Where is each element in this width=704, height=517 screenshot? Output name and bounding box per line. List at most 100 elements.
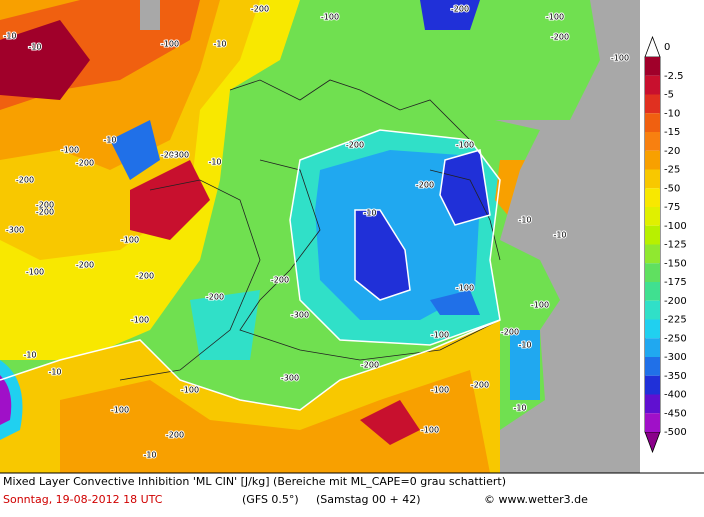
contour-label: -100 <box>131 316 149 325</box>
contour-label: -200 <box>76 261 94 270</box>
colorbar-label: -175 <box>664 277 687 288</box>
colorbar-swatch <box>645 207 660 226</box>
colorbar-label: -50 <box>664 183 680 194</box>
contour-label: -100 <box>456 284 474 293</box>
contour-label: -200 <box>451 5 469 14</box>
colorbar-swatch <box>645 375 660 395</box>
contour-label: -10 <box>213 40 226 49</box>
footer-title: Mixed Layer Convective Inhibition 'ML CI… <box>3 475 506 488</box>
colorbar-label: -225 <box>664 315 687 326</box>
contour-label: -100 <box>61 146 79 155</box>
contour-label: -10 <box>3 32 16 41</box>
footer-run: (Samstag 00 + 42) <box>316 493 421 506</box>
contour-label: -10 <box>513 404 526 413</box>
colorbar-label: -400 <box>664 390 687 401</box>
colorbar-label: -450 <box>664 408 687 419</box>
colorbar-label: 0 <box>664 42 670 53</box>
colorbar-swatch <box>645 57 660 76</box>
contour-label: -10 <box>48 368 61 377</box>
contour-label: -200 <box>416 181 434 190</box>
contour-label: -10 <box>143 451 156 460</box>
colorbar-label: -15 <box>664 127 680 138</box>
footer-model: (GFS 0.5°) <box>242 493 299 506</box>
contour-label: -100 <box>531 301 549 310</box>
contour-label: -100 <box>181 386 199 395</box>
colorbar-label: -350 <box>664 371 687 382</box>
colorbar-swatch <box>645 244 660 264</box>
colorbar-label: -200 <box>664 296 687 307</box>
contour-label: -200 <box>551 33 569 42</box>
contour-label: -300 <box>281 374 299 383</box>
contour-label: -100 <box>421 426 439 435</box>
contour-label: -100 <box>431 331 449 340</box>
contour-label: -10 <box>23 351 36 360</box>
contour-label: -200 <box>161 151 179 160</box>
contour-label: -200 <box>206 293 224 302</box>
contour-label: -100 <box>111 406 129 415</box>
colorbar-label: -250 <box>664 333 687 344</box>
contour-label: -100 <box>26 268 44 277</box>
map <box>0 0 640 473</box>
colorbar-label: -5 <box>664 90 674 101</box>
colorbar-swatch <box>645 188 660 207</box>
colorbar-swatch <box>645 94 660 114</box>
contour-label: -200 <box>271 276 289 285</box>
contour-label: -10 <box>28 43 41 52</box>
contour-label: -200 <box>346 141 364 150</box>
contour-label: -200 <box>36 208 54 217</box>
colorbar-label: -25 <box>664 165 680 176</box>
colorbar-swatch <box>645 394 660 414</box>
colorbar-swatch <box>645 357 660 376</box>
colorbar-label: -300 <box>664 352 687 363</box>
colorbar-swatch <box>645 338 660 357</box>
colorbar-label: -20 <box>664 146 680 157</box>
contour-label: -200 <box>36 201 54 210</box>
colorbar-top <box>644 35 661 58</box>
colorbar-swatch <box>645 169 660 189</box>
colorbar-label: -75 <box>664 202 680 213</box>
colorbar-swatch <box>645 75 660 95</box>
contour-labels: -10 -10 -100 -10 -200 -100 -200 -100 -100 -200 -10… <box>2 4 630 461</box>
colorbar-swatch <box>645 282 660 301</box>
contour-label: -200 <box>361 361 379 370</box>
colorbar-bottom <box>644 431 661 454</box>
contour-label: -300 <box>171 151 189 160</box>
contour-label: -200 <box>471 381 489 390</box>
contour-label: -100 <box>456 141 474 150</box>
colorbar-label: -500 <box>664 427 687 438</box>
contour-label: -200 <box>166 431 184 440</box>
contour-label: -200 <box>16 176 34 185</box>
colorbar-label: -125 <box>664 240 687 251</box>
contour-label: -200 <box>136 272 154 281</box>
colorbar-swatch <box>645 413 660 432</box>
contour-label: -10 <box>553 231 566 240</box>
contour-label: -200 <box>76 159 94 168</box>
colorbar-swatch <box>645 263 660 282</box>
colorbar-label: -100 <box>664 221 687 232</box>
contour-label: -100 <box>546 13 564 22</box>
contour-label: -100 <box>611 54 629 63</box>
colorbar-swatch <box>645 113 660 132</box>
colorbar-label: -10 <box>664 108 680 119</box>
contour-label: -10 <box>518 341 531 350</box>
colorbar-label: -2.5 <box>664 71 684 82</box>
colorbar-swatch <box>645 319 660 339</box>
contour-label: -100 <box>321 13 339 22</box>
contour-label: -10 <box>103 136 116 145</box>
contour-label: -10 <box>518 216 531 225</box>
colorbar-swatch <box>645 225 660 245</box>
contour-label: -300 <box>6 226 24 235</box>
contour-label: -100 <box>121 236 139 245</box>
contour-label: -200 <box>251 5 269 14</box>
colorbar-swatch <box>645 132 660 151</box>
contour-label: -100 <box>161 40 179 49</box>
contour-label: -200 <box>501 328 519 337</box>
colorbar-swatch <box>645 150 660 170</box>
contour-label: -10 <box>363 209 376 218</box>
footer-credit: © www.wetter3.de <box>484 493 588 506</box>
contour-label: -100 <box>431 386 449 395</box>
colorbar-label: -150 <box>664 258 687 269</box>
footer-date: Sonntag, 19-08-2012 18 UTC <box>3 493 163 506</box>
contour-label: -10 <box>208 158 221 167</box>
